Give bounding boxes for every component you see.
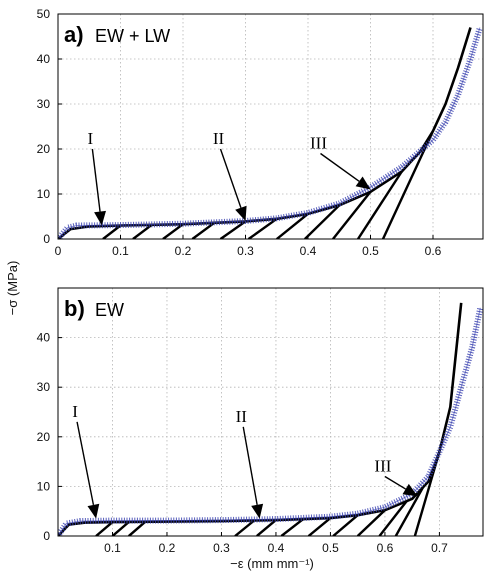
x-axis-label: −ε (mm mm⁻¹) [230, 556, 314, 571]
axes-frame [57, 287, 484, 537]
annotation-arrow-line [242, 426, 258, 505]
x-tick-label: 0.2 [175, 244, 192, 258]
annotation-arrow-line [384, 475, 407, 490]
annotation-arrow-head [235, 205, 247, 221]
panel-letter: a) [64, 22, 84, 47]
annotation-label: I [88, 129, 94, 148]
y-tick-label: 40 [37, 52, 51, 66]
series-monotonic-core [58, 27, 481, 239]
unloading-loop [219, 220, 247, 239]
axes-frame [57, 13, 484, 240]
unloading-loop [332, 191, 372, 239]
annotation-arrow-line [320, 152, 360, 182]
series-monotonic-core [58, 307, 481, 536]
unloading-loop [356, 509, 386, 536]
x-tick-label: 0.2 [159, 541, 176, 555]
annotation-arrow-head [402, 483, 418, 497]
annotation-arrow-line [219, 148, 242, 209]
y-tick-label: 0 [43, 232, 50, 246]
annotation-arrow-line [76, 421, 95, 506]
x-tick-label: 0.4 [300, 244, 317, 258]
unloading-loop [381, 130, 435, 239]
x-tick-label: 0.5 [362, 244, 379, 258]
y-tick-label: 50 [37, 7, 51, 21]
annotation-arrow-line [91, 148, 101, 212]
unloading-loop [256, 519, 277, 536]
y-tick-label: 20 [37, 142, 51, 156]
unloading-loop [128, 520, 146, 536]
unloading-loop [95, 521, 114, 536]
unloading-loop [378, 500, 408, 536]
x-tick-label: 0.3 [237, 244, 254, 258]
x-tick-label: 0.7 [431, 541, 448, 555]
y-tick-label: 30 [37, 97, 51, 111]
panel-letter: b) [64, 296, 85, 321]
y-tick-label: 20 [37, 430, 51, 444]
unloading-loop [111, 521, 130, 536]
panel-title: EW [95, 300, 124, 320]
unloading-loop [394, 486, 425, 536]
unloading-loop [304, 204, 341, 239]
annotation-label: II [236, 407, 248, 426]
series-monotonic [58, 26, 483, 239]
series-cyclic-envelope [58, 27, 472, 239]
panel-title: EW + LW [95, 26, 170, 46]
annotation-label: III [374, 456, 391, 475]
unloading-loop [307, 517, 332, 536]
y-tick-label: 0 [43, 529, 50, 543]
y-tick-label: 40 [37, 331, 51, 345]
annotation-label: III [310, 134, 327, 153]
annotation-arrow-head [355, 176, 371, 190]
plot-area [58, 26, 483, 239]
annotation-label: I [72, 402, 78, 421]
x-tick-label: 0.5 [322, 541, 339, 555]
plot-area [58, 302, 483, 536]
y-axis-label: −σ (MPa) [5, 261, 20, 316]
unloading-loop [280, 518, 304, 536]
x-tick-label: 0.3 [213, 541, 230, 555]
x-tick-label: 0.1 [112, 244, 129, 258]
x-tick-label: 0.1 [104, 541, 121, 555]
y-tick-label: 10 [37, 479, 51, 493]
series-monotonic [58, 307, 483, 536]
y-tick-label: 10 [37, 187, 51, 201]
annotation-label: II [213, 129, 225, 148]
x-tick-label: 0.6 [425, 244, 442, 258]
unloading-loop [247, 217, 278, 239]
x-tick-label: 0 [55, 244, 62, 258]
unloading-loop [356, 170, 403, 239]
annotation-arrow-head [87, 503, 100, 519]
unloading-loop [234, 519, 255, 536]
annotation-arrow-head [94, 210, 106, 226]
y-tick-label: 30 [37, 380, 51, 394]
x-tick-label: 0.4 [268, 541, 285, 555]
annotation-arrow-head [251, 503, 264, 519]
panel-a: 0 0.1 0.2 0.3 0.4 0.5 0.6 0 10 20 30 40 50 a) EW + LW I… [37, 7, 484, 258]
x-tick-label: 0.6 [377, 541, 394, 555]
unloading-loop [276, 212, 309, 239]
unloading-loop [332, 514, 359, 536]
unloading-loop [413, 451, 441, 536]
